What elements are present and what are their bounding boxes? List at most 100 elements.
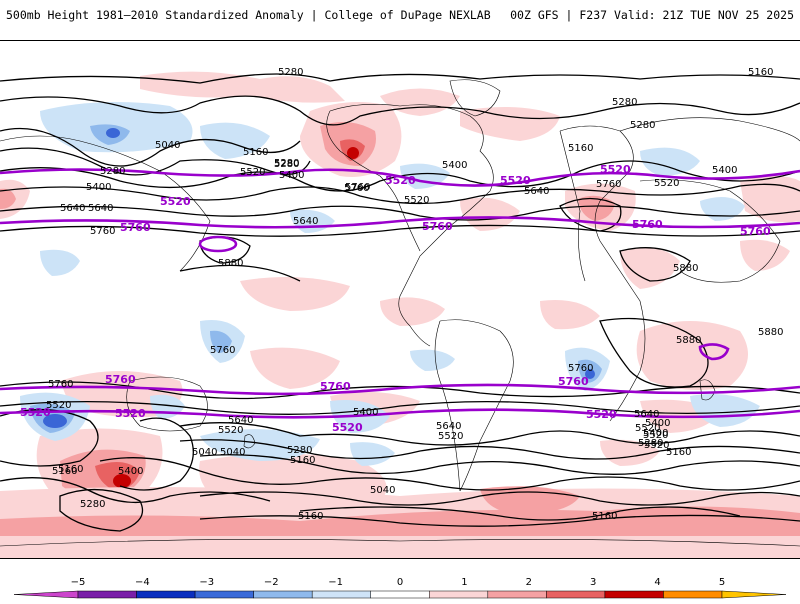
- highlight-label: 5520: [500, 174, 531, 187]
- contour-label: 5520: [46, 400, 71, 411]
- contour-label: 5280: [278, 67, 303, 78]
- contour-label: 5040: [370, 485, 395, 496]
- highlight-label: 5760: [632, 218, 663, 231]
- highlight-contour-labels: 5520 5760 5520 5760 5520 5760 5760 5520 …: [20, 163, 771, 434]
- contour-label: 5160: [568, 143, 593, 154]
- contour-label: 5880: [676, 335, 701, 346]
- colorbar-segment: [77, 590, 137, 599]
- header: 500mb Height 1981–2010 Standardized Anom…: [0, 0, 800, 40]
- anomaly-shading: [0, 71, 800, 558]
- contour-label: 5760: [210, 345, 235, 356]
- contour-label: 5160: [243, 147, 268, 158]
- contour-label: 5880: [673, 263, 698, 274]
- colorbar-segment: [311, 590, 371, 599]
- height-contours: [0, 73, 800, 532]
- contour-label: 5760: [48, 379, 73, 390]
- contour-label: 5400: [118, 466, 143, 477]
- highlight-label: 5520: [20, 406, 51, 419]
- contour-label: 5520: [644, 440, 669, 451]
- highlight-label: 5760: [740, 225, 771, 238]
- contour-label: 5760: [568, 363, 593, 374]
- colorbar-tick-label: 1: [461, 577, 467, 588]
- contour-label: 5640: [634, 409, 659, 420]
- contour-label: 5280: [274, 159, 299, 170]
- contour-label: 5640: [60, 203, 85, 214]
- contour-label: 5520: [404, 195, 429, 206]
- highlight-label: 5520: [160, 195, 191, 208]
- contour-label: 5400: [353, 407, 378, 418]
- highlight-label: 5760: [120, 221, 151, 234]
- contour-label: 5640: [88, 203, 113, 214]
- colorbar-tick-label: −3: [199, 577, 214, 588]
- contour-label: 5520: [438, 431, 463, 442]
- contour-label: 5400: [643, 428, 668, 439]
- contour-label: 5880: [218, 258, 243, 269]
- contour-label: 5760: [596, 179, 621, 190]
- colorbar-segment: [253, 590, 313, 599]
- colorbar-tick-label: 0: [397, 577, 403, 588]
- colorbar-segment: [194, 590, 254, 599]
- colorbar-arrow-right: [721, 590, 787, 599]
- contour-label: 5280: [630, 120, 655, 131]
- highlight-label: 5760: [105, 373, 136, 386]
- anomaly-map[interactable]: 5280 5160 5280 5040 5160 5280 5520 5400 …: [0, 41, 800, 559]
- colorbar-segment: [604, 590, 664, 599]
- contour-label: 5160: [748, 67, 773, 78]
- colorbar-segment: [546, 590, 606, 599]
- contour-label: 5520: [635, 423, 660, 434]
- contour-label: 5280: [638, 438, 663, 449]
- model-run-info: 00Z GFS | F237 Valid: 21Z TUE NOV 25 202…: [510, 8, 794, 22]
- colorbar-tick-label: −5: [71, 577, 86, 588]
- colorbar-tick-label: −1: [328, 577, 343, 588]
- contour-label: 5400: [86, 182, 111, 193]
- contour-label: 5160: [666, 447, 691, 458]
- contour-label: 5280: [100, 166, 125, 177]
- contour-label: 5160: [58, 464, 83, 475]
- colorbar-tick-label: 5: [719, 577, 725, 588]
- contour-label: 5760: [345, 182, 370, 193]
- colorbar-segment: [487, 590, 547, 599]
- highlight-label: 5760: [558, 375, 589, 388]
- contour-label: 5280: [612, 97, 637, 108]
- highlight-contours: [0, 168, 800, 419]
- contour-label: 5280: [80, 499, 105, 510]
- colorbar-segment: [429, 590, 489, 599]
- colorbar-tick-label: −2: [264, 577, 279, 588]
- colorbar-legend: −5 −4 −3 −2 −1 0 1 2 3 4 5: [0, 565, 800, 600]
- map-title: 500mb Height 1981–2010 Standardized Anom…: [6, 8, 491, 22]
- highlight-label: 5760: [422, 220, 453, 233]
- contour-label: 5520: [218, 425, 243, 436]
- contour-label: 5040: [155, 140, 180, 151]
- contour-label: 5160: [52, 466, 77, 477]
- contour-label: 5160: [290, 455, 315, 466]
- contour-label: 5760: [90, 226, 115, 237]
- contour-label: 5520: [654, 178, 679, 189]
- contour-label: 5400: [712, 165, 737, 176]
- contour-label: 5520: [240, 167, 265, 178]
- contour-label: 5160: [298, 511, 323, 522]
- contour-label: 5520: [643, 430, 668, 441]
- contour-label: 5400: [645, 418, 670, 429]
- colorbar-arrow-left: [13, 590, 79, 599]
- highlight-label: 5520: [600, 163, 631, 176]
- contour-label: 5040: [192, 447, 217, 458]
- contour-label: 5280: [274, 158, 299, 169]
- contour-label: 5160: [592, 511, 617, 522]
- contour-labels: 5280 5160 5280 5040 5160 5280 5520 5400 …: [46, 67, 783, 522]
- coastlines: [0, 79, 800, 547]
- map-panel[interactable]: 5280 5160 5280 5040 5160 5280 5520 5400 …: [0, 40, 800, 559]
- colorbar-tick-label: 4: [654, 577, 660, 588]
- contour-label: 5040: [220, 447, 245, 458]
- highlight-label: 5520: [332, 421, 363, 434]
- highlight-label: 5760: [320, 380, 351, 393]
- contour-label: 5760: [344, 183, 369, 194]
- colorbar-tick-label: 2: [526, 577, 532, 588]
- colorbar-svg: −5 −4 −3 −2 −1 0 1 2 3 4 5: [13, 577, 787, 599]
- colorbar-segment: [136, 590, 196, 599]
- colorbar-tick-label: 3: [590, 577, 596, 588]
- contour-label: 5400: [442, 160, 467, 171]
- highlight-label: 5520: [115, 407, 146, 420]
- contour-label: 5640: [293, 216, 318, 227]
- colorbar-segment: [370, 590, 430, 599]
- colorbar-segment: [663, 590, 723, 599]
